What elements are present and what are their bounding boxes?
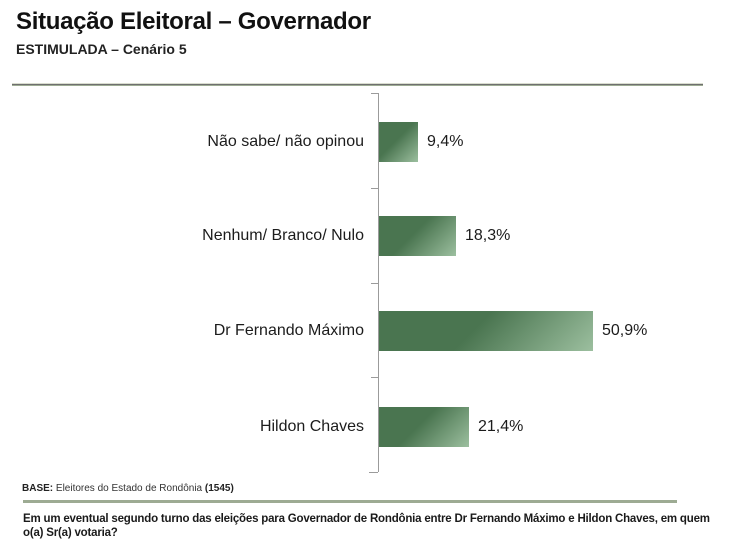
bar-row: Hildon Chaves 21,4%	[0, 407, 754, 447]
axis-tick	[369, 472, 378, 473]
survey-question: Em um eventual segundo turno das eleiçõe…	[23, 513, 710, 540]
page-title: Situação Eleitoral – Governador	[16, 8, 371, 35]
axis-tick	[371, 188, 378, 189]
axis-tick	[371, 377, 378, 378]
value-label: 50,9%	[602, 322, 648, 339]
category-label: Hildon Chaves	[259, 418, 364, 435]
value-label: 21,4%	[478, 418, 524, 435]
bar	[379, 311, 593, 351]
bar-row: Nenhum/ Branco/ Nulo 18,3%	[0, 216, 754, 256]
value-label: 9,4%	[427, 133, 464, 150]
bar	[379, 216, 456, 256]
footer-divider	[23, 500, 677, 503]
bar-row: Dr Fernando Máximo 50,9%	[0, 311, 754, 351]
y-axis-line	[378, 93, 379, 472]
base-label: BASE:	[22, 483, 54, 494]
base-note: BASE: Eleitores do Estado de Rondônia (1…	[22, 483, 234, 494]
category-label: Não sabe/ não opinou	[207, 133, 364, 150]
axis-tick	[371, 283, 378, 284]
base-text: Eleitores do Estado de Rondônia	[53, 483, 205, 494]
axis-tick	[371, 93, 378, 94]
page-subtitle: ESTIMULADA – Cenário 5	[16, 41, 187, 57]
value-label: 18,3%	[465, 227, 511, 244]
bar	[379, 407, 469, 447]
bar-row: Não sabe/ não opinou 9,4%	[0, 122, 754, 162]
category-label: Nenhum/ Branco/ Nulo	[202, 227, 364, 244]
header-divider	[12, 83, 703, 86]
base-count: (1545)	[204, 483, 234, 494]
category-label: Dr Fernando Máximo	[213, 322, 364, 339]
bar	[379, 122, 418, 162]
